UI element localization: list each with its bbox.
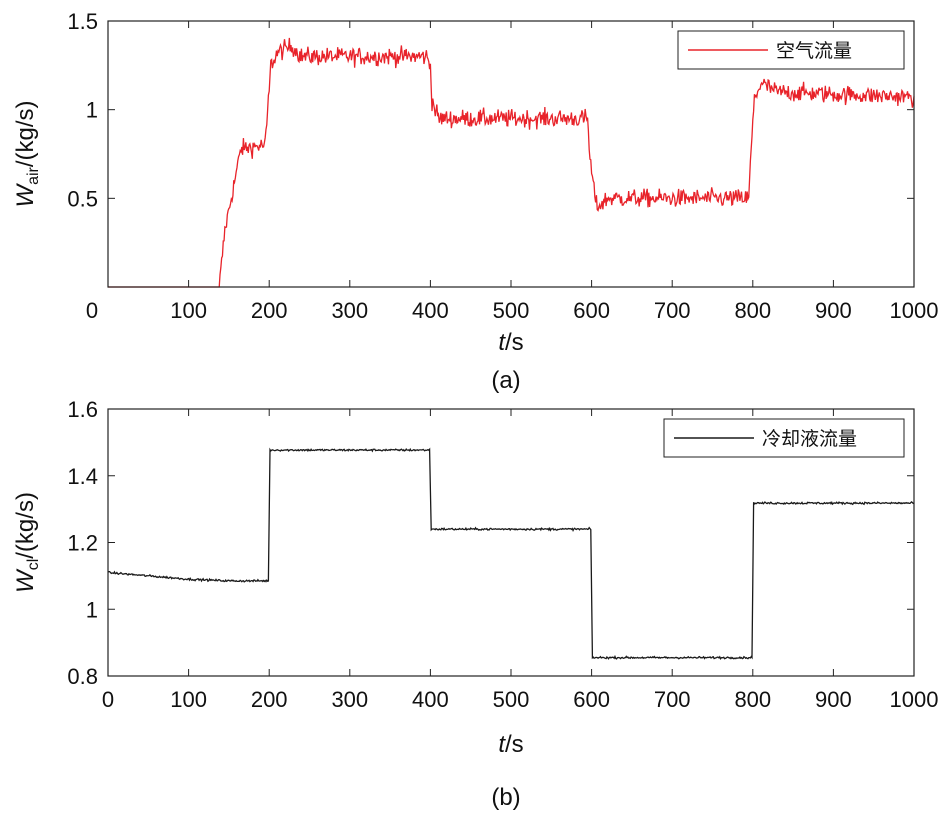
x-tick-label: 800 (734, 687, 771, 712)
legend-label: 空气流量 (776, 40, 852, 62)
legend-label: 冷却液流量 (762, 428, 857, 450)
chart-b: 0 100 200 300 400 500 600 700 800 900 1000 0.8 1 1.2 1… (12, 397, 938, 811)
y-tick-label: 0.8 (67, 664, 98, 689)
legend: 冷却液流量 (663, 418, 905, 458)
x-tick-label: 800 (734, 298, 771, 323)
chart-caption: (b) (491, 784, 520, 811)
x-tick-label: 100 (170, 687, 207, 712)
x-tick-label: 0 (102, 687, 114, 712)
chart-caption: (a) (491, 367, 520, 394)
x-tick-label: 400 (412, 298, 449, 323)
x-tick-label: 600 (573, 687, 610, 712)
series-line-0 (108, 37, 915, 288)
y-tick-label: 1 (86, 597, 98, 622)
x-tick-label: 500 (493, 298, 530, 323)
chart-a: 0 100 200 300 400 500 600 700 800 900 1000 0.5 1 1.5 t… (12, 9, 938, 394)
x-tick-label: 1000 (890, 687, 939, 712)
x-tick-label: 0 (86, 298, 98, 323)
legend: 空气流量 (677, 30, 905, 70)
x-tick-label: 200 (251, 298, 288, 323)
x-tick-label: 500 (493, 687, 530, 712)
x-tick-label: 200 (251, 687, 288, 712)
x-tick-label: 700 (654, 298, 691, 323)
y-tick-label: 1.2 (67, 531, 98, 556)
x-tick-label: 1000 (890, 298, 939, 323)
x-tick-label: 700 (654, 687, 691, 712)
y-axis-label: Wair/(kg/s) (12, 100, 42, 207)
x-tick-label: 100 (170, 298, 207, 323)
y-tick-label: 1.4 (67, 464, 98, 489)
x-tick-label: 300 (331, 687, 368, 712)
y-tick-label: 1.5 (67, 9, 98, 34)
x-tick-label: 300 (331, 298, 368, 323)
x-tick-label: 900 (815, 687, 852, 712)
y-tick-label: 1.6 (67, 397, 98, 422)
y-axis-label: Wcl/(kg/s) (12, 492, 42, 593)
x-tick-label: 900 (815, 298, 852, 323)
x-axis-label: t/s (498, 329, 523, 356)
y-tick-label: 1 (86, 98, 98, 123)
x-tick-label: 400 (412, 687, 449, 712)
x-axis-label: t/s (498, 731, 523, 758)
x-tick-label: 600 (573, 298, 610, 323)
y-tick-label: 0.5 (67, 186, 98, 211)
series-line-0 (107, 447, 915, 661)
